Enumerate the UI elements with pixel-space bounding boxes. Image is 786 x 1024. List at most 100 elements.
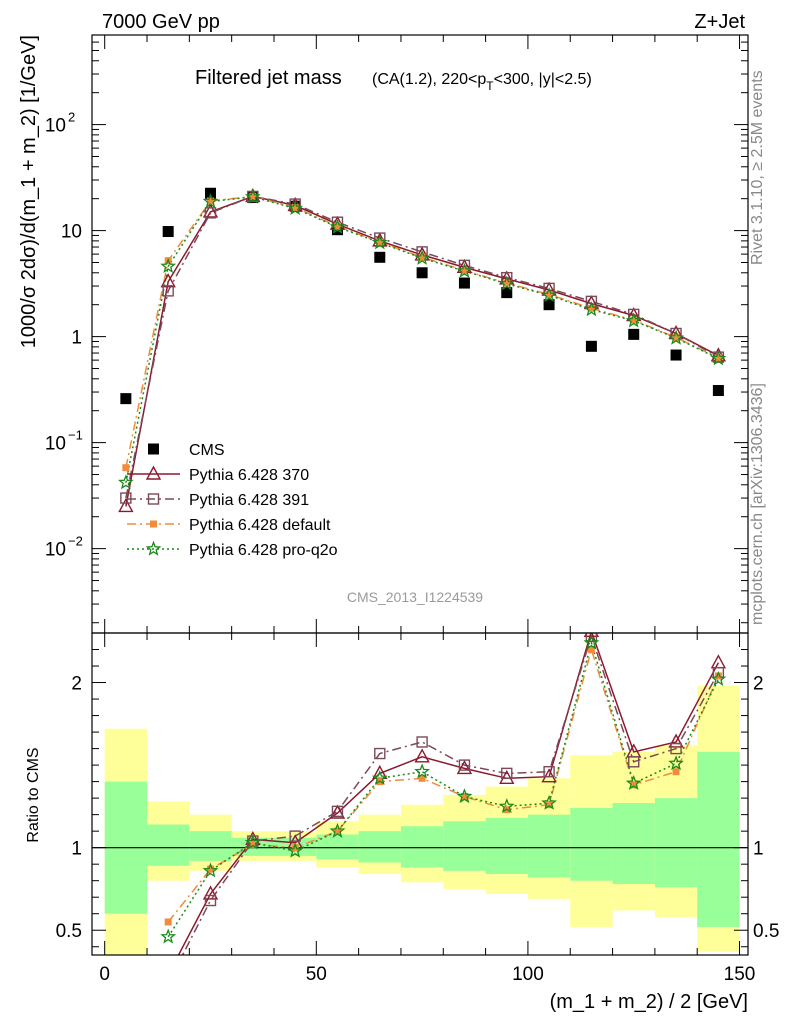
main-point-0-13 [670,349,682,361]
main-ytick-exponent: −1 [68,428,83,443]
xtick-label: 150 [724,964,756,985]
main-ytick-label: 10 [45,116,66,137]
legend-label-2: Pythia 6.428 391 [189,492,309,509]
ratio-point-1-7 [458,759,471,771]
legend-label-4: Pythia 6.428 pro-q2o [189,542,338,559]
main-point-3-8 [460,267,468,275]
ratio-band-inner-5 [316,834,359,860]
main-point-0-12 [628,328,640,340]
main-point-3-9 [503,279,511,287]
main-ytick-exponent: −2 [68,534,83,549]
main-ylabel: 1000/σ 2dσ)/d(m_1 + m_2) [1/GeV] [18,35,40,348]
ratio-point-3-2 [244,834,261,850]
legend-marker-4 [145,540,162,556]
ratio-point-1-8 [501,767,513,780]
ratio-band-inner-9 [485,817,528,875]
main-point-3-2 [207,197,215,205]
ratio-band-inner-10 [527,814,571,878]
header-energy: 7000 GeV pp [102,11,220,33]
title-detail-subscript: T [486,79,494,93]
main-title: Filtered jet mass [195,67,342,89]
ratio-ytick-label-right: 2 [753,674,764,695]
main-series-line-1 [125,195,719,507]
ratio-point-2-1 [207,865,215,873]
main-point-0-7 [416,267,428,279]
ratio-point-0-8 [499,769,515,785]
ratio-point-0-9 [541,768,557,783]
ratio-series-line-2 [167,646,720,923]
ratio-point-1-12 [670,742,682,755]
ratio-point-2-7 [460,792,468,800]
ratio-point-3-0 [160,928,177,944]
main-point-0-6 [374,251,386,263]
ratio-point-0-1 [202,885,219,900]
ratio-ytick-label-right: 1 [753,839,764,860]
main-ytick-label: 1 [71,328,82,349]
main-point-4-2 [202,193,219,209]
main-point-3-4 [291,204,299,212]
legend-marker-3 [150,520,157,528]
ratio-frame [91,632,749,956]
main-point-3-11 [587,304,595,312]
legend-label-1: Pythia 6.428 370 [189,467,309,484]
ratio-point-1-11 [628,756,640,768]
legend-marker-0 [148,443,159,455]
main-point-2-1 [162,285,174,297]
main-point-3-14 [714,354,722,362]
ratio-band-inner-12 [612,803,655,884]
ratio-point-3-6 [414,763,430,779]
ratio-point-3-9 [541,794,558,810]
ratio-point-1-9 [543,766,555,778]
ratio-point-3-1 [202,862,219,878]
ratio-point-2-11 [630,781,638,789]
ratio-point-2-3 [291,844,299,852]
legend-marker-1 [145,465,162,480]
ratio-point-1-4 [331,805,344,818]
main-point-2-0 [120,492,132,504]
ratio-point-1-10 [585,633,598,643]
main-point-3-6 [376,238,384,246]
ratio-ytick-label-left: 0.5 [56,921,82,942]
watermark: CMS_2013_I1224539 [347,589,483,605]
main-point-4-9 [498,275,515,291]
main-point-4-14 [710,350,727,366]
main-point-3-5 [333,222,341,230]
main-point-3-10 [545,290,553,298]
xtick-label: 100 [512,964,544,985]
ratio-band-inner-2 [189,831,232,861]
main-point-1-1 [160,273,176,288]
rivet-label: Rivet 3.1.10, ≥ 2.5M events [749,70,766,265]
main-point-4-8 [456,262,473,278]
ratio-panel: Ratio to CMS (m_1 + m_2) / 2 [GeV] 0 50 10… [25,632,779,1013]
ratio-point-3-8 [498,798,515,814]
ratio-point-3-10 [583,634,600,650]
ratio-band-inner-14 [697,751,740,927]
main-point-0-10 [543,299,555,311]
main-point-0-8 [458,277,470,289]
ratio-band-inner-1 [147,824,190,866]
ratio-point-3-13 [710,670,727,686]
xtick-label: 50 [306,964,327,985]
main-point-1-0 [118,497,134,513]
main-point-4-0 [117,474,134,490]
main-point-0-11 [585,340,597,352]
main-point-3-0 [122,464,130,472]
ratio-band-inner-11 [570,808,613,881]
ratio-point-1-5 [374,747,386,760]
main-panel: 1000/σ 2dσ)/d(m_1 + m_2) [1/GeV] Filtere… [18,34,749,634]
ratio-point-1-3 [289,830,301,842]
ratio-point-1-1 [204,894,217,907]
ratio-point-2-13 [714,672,722,680]
main-point-1-2 [202,203,219,218]
ratio-point-0-7 [456,759,473,775]
ratio-point-2-4 [333,827,341,835]
ratio-point-1-6 [416,736,428,748]
ratio-band-inner-8 [443,821,486,871]
main-point-0-9 [501,287,513,299]
main-ytick-label: 10 [45,540,66,561]
ratio-ytick-label-left: 2 [71,674,82,695]
main-point-3-12 [630,316,638,324]
title-detail-part: (CA(1.2), 220<p [372,71,486,88]
header-process: Z+Jet [694,11,745,33]
